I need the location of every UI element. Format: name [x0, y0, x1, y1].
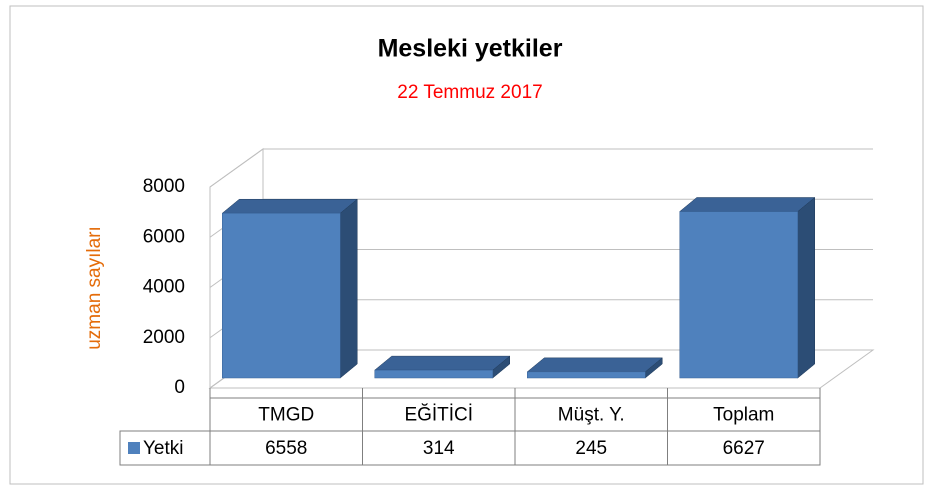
x-tick-label: EĞİTİCİ — [404, 404, 473, 426]
y-tick-label: 6000 — [143, 226, 185, 247]
bar-side — [340, 198, 358, 379]
bar — [374, 369, 493, 379]
table-value: 245 — [575, 438, 607, 459]
y-tick-label: 8000 — [143, 176, 185, 197]
x-tick-label: TMGD — [258, 405, 314, 426]
bar-side — [797, 196, 815, 379]
bar — [222, 212, 341, 379]
chart-title: Mesleki yetkiler — [378, 35, 563, 63]
table-value: 314 — [423, 438, 455, 459]
bar-top — [221, 198, 358, 214]
legend-label: Yetki — [143, 438, 184, 459]
grid-line — [209, 148, 873, 188]
table-value: 6558 — [265, 438, 307, 459]
legend-swatch — [128, 442, 140, 454]
bar-top — [526, 357, 663, 373]
y-tick-label: 4000 — [143, 277, 185, 298]
table-border — [119, 397, 821, 466]
x-tick-label: Toplam — [713, 405, 774, 426]
chart-subtitle: 22 Temmuz 2017 — [397, 82, 542, 103]
bar — [527, 371, 646, 379]
table-value: 6627 — [723, 438, 765, 459]
bar-top — [374, 355, 511, 371]
y-tick-label: 2000 — [143, 327, 185, 348]
bar-top — [679, 197, 816, 212]
y-axis-label: uzman sayıları — [84, 226, 105, 350]
bar — [679, 211, 798, 379]
x-tick-label: Müşt. Y. — [558, 405, 625, 426]
y-tick-label: 0 — [174, 377, 185, 398]
